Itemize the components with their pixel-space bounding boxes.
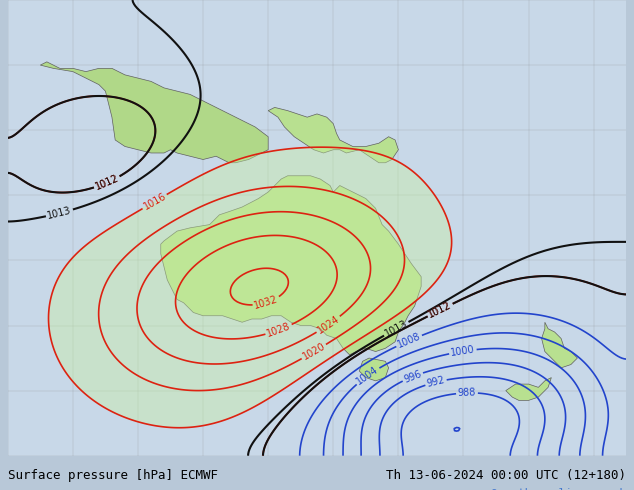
Polygon shape [41,62,268,163]
Text: 1008: 1008 [396,331,422,350]
Polygon shape [541,322,578,368]
Text: 1032: 1032 [253,294,280,311]
Text: ©weatheronline.co.uk: ©weatheronline.co.uk [491,488,626,490]
Text: Surface pressure [hPa] ECMWF: Surface pressure [hPa] ECMWF [8,469,217,482]
Text: 1012: 1012 [94,173,120,192]
Polygon shape [506,378,552,400]
Text: 1013: 1013 [383,318,410,339]
Text: 1012: 1012 [427,300,453,320]
Text: 992: 992 [426,375,446,389]
Text: 1020: 1020 [301,341,327,362]
Text: 1004: 1004 [355,365,380,387]
Text: 996: 996 [403,368,423,385]
Text: 1016: 1016 [141,191,168,212]
Text: 1012: 1012 [427,300,453,320]
Polygon shape [268,107,398,163]
Text: Th 13-06-2024 00:00 UTC (12+180): Th 13-06-2024 00:00 UTC (12+180) [386,469,626,482]
Text: 1000: 1000 [450,344,476,358]
Polygon shape [161,176,421,355]
Polygon shape [359,358,389,381]
Text: 988: 988 [458,388,476,398]
Text: 1024: 1024 [315,314,342,336]
Text: 1012: 1012 [94,173,120,192]
Text: 1013: 1013 [46,205,72,221]
Text: 1028: 1028 [266,321,292,339]
